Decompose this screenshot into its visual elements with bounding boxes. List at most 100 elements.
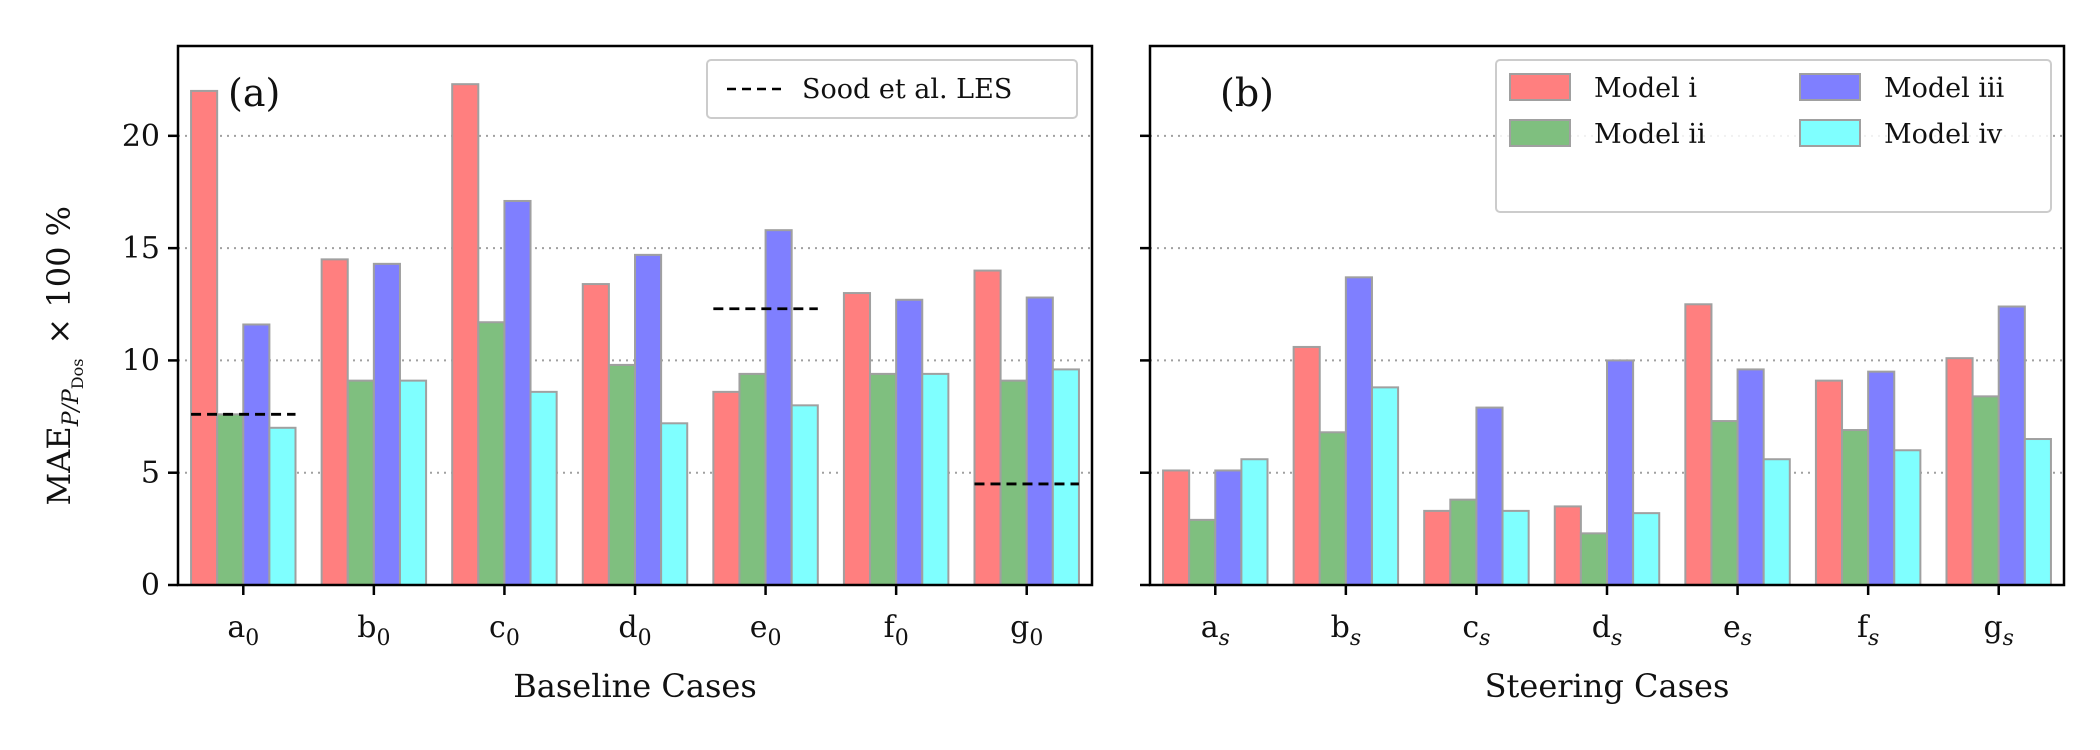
bar-model-iv-g0 bbox=[1051, 368, 1080, 586]
panel-a-ylabel: MAEP/PDos × 100 % bbox=[40, 206, 87, 506]
bar-model-i-as bbox=[1162, 469, 1191, 586]
panel-a-xticks: a0 b0 c0 d0 e0 f0 g0 bbox=[227, 585, 1043, 651]
panel-b-yticks bbox=[1140, 134, 1150, 587]
panel-a: 0 5 10 15 20 a0 b0 c0 d0 e0 f0 g0 (a) Baseline Cas… bbox=[40, 44, 1094, 705]
bar-model-iii-e0 bbox=[764, 229, 793, 587]
x-tick-label: bs bbox=[1331, 610, 1362, 651]
bar-model-i-a0 bbox=[190, 89, 219, 587]
bar-model-iv-e0 bbox=[790, 404, 819, 587]
bar-model-ii-a0 bbox=[216, 413, 245, 587]
y-tick-label: 0 bbox=[141, 568, 160, 603]
legend-swatch-model-i bbox=[1509, 73, 1571, 101]
bar-model-i-b0 bbox=[320, 258, 349, 586]
bar-model-iii-a0 bbox=[242, 323, 271, 586]
x-tick-label: g0 bbox=[1010, 610, 1043, 651]
bar-model-ii-b0 bbox=[346, 379, 375, 587]
legend-swatch-model-ii bbox=[1509, 119, 1571, 147]
bar-model-i-gs bbox=[1945, 357, 1974, 586]
bar-model-i-c0 bbox=[451, 83, 480, 586]
x-tick-label: ds bbox=[1592, 610, 1623, 651]
bar-model-i-f0 bbox=[842, 292, 872, 586]
svg-text:MAEP/PDos× 100 %: MAEP/PDos × 100 % bbox=[40, 206, 87, 506]
bar-model-iv-cs bbox=[1501, 509, 1530, 587]
bar-model-iii-c0 bbox=[503, 199, 532, 586]
legend-label-model-iii: Model iii bbox=[1884, 73, 2005, 104]
legend-swatch-model-iii bbox=[1799, 73, 1861, 101]
bar-model-iii-d0 bbox=[634, 253, 663, 587]
panel-b-legend: Model i Model ii Model iii Model iv bbox=[1495, 59, 2052, 213]
bar-model-i-fs bbox=[1814, 379, 1844, 587]
x-tick-label: f0 bbox=[884, 610, 909, 651]
bar-model-iii-as bbox=[1214, 469, 1243, 586]
y-tick-label: 15 bbox=[122, 231, 160, 266]
bar-model-ii-d0 bbox=[607, 363, 637, 586]
bar-model-iii-es bbox=[1736, 368, 1765, 586]
panel-a-label: (a) bbox=[228, 71, 280, 115]
x-tick-label: c0 bbox=[489, 610, 520, 651]
bar-model-iii-gs bbox=[1997, 305, 2026, 586]
panel-a-reference-lines bbox=[191, 307, 1079, 486]
panel-b-legend-items: Model i Model ii Model iii Model iv bbox=[1509, 73, 2005, 150]
x-tick-label: es bbox=[1723, 610, 1752, 651]
bar-model-iv-f0 bbox=[921, 372, 950, 586]
x-tick-label: b0 bbox=[357, 610, 390, 651]
panel-b: as bs cs ds es fs gs (b) Steering Cases Model … bbox=[1140, 44, 2066, 705]
x-tick-label: fs bbox=[1857, 610, 1879, 651]
bar-model-iii-g0 bbox=[1025, 296, 1054, 586]
panel-a-legend-box bbox=[706, 59, 1078, 119]
legend-swatch-model-iv bbox=[1799, 119, 1861, 147]
legend-label-model-i: Model i bbox=[1594, 73, 1697, 104]
bar-model-iv-d0 bbox=[660, 422, 689, 586]
x-tick-label: a0 bbox=[227, 610, 259, 651]
bar-model-ii-es bbox=[1710, 420, 1739, 586]
bar-model-iii-f0 bbox=[895, 298, 924, 586]
bar-model-iii-fs bbox=[1867, 370, 1896, 587]
bar-model-ii-e0 bbox=[738, 372, 767, 586]
legend-label-model-iv: Model iv bbox=[1884, 119, 2003, 150]
x-tick-label: e0 bbox=[750, 610, 782, 651]
panel-b-xticks: as bs cs ds es fs gs bbox=[1201, 585, 2014, 651]
bar-model-i-cs bbox=[1423, 509, 1452, 587]
bar-model-iii-bs bbox=[1344, 276, 1373, 586]
y-tick-label: 10 bbox=[122, 343, 160, 378]
bar-model-ii-bs bbox=[1318, 431, 1347, 586]
bar-model-i-d0 bbox=[581, 283, 610, 586]
bar-model-i-g0 bbox=[973, 269, 1002, 586]
panel-a-legend: Sood et al. LES bbox=[706, 59, 1078, 119]
x-tick-label: as bbox=[1201, 610, 1230, 651]
bar-model-ii-gs bbox=[1971, 395, 2000, 586]
panel-b-bars bbox=[1162, 276, 2052, 587]
bar-model-iv-ds bbox=[1632, 512, 1661, 587]
panel-a-bars bbox=[190, 83, 1080, 587]
panel-b-legend-box bbox=[1495, 59, 2052, 213]
ylabel-subsub: Dos bbox=[68, 359, 87, 390]
bar-model-ii-as bbox=[1188, 518, 1217, 587]
bar-model-ii-fs bbox=[1841, 429, 1870, 586]
bar-model-iv-as bbox=[1240, 458, 1269, 587]
bar-model-i-bs bbox=[1292, 345, 1321, 587]
panel-b-label: (b) bbox=[1220, 71, 1274, 115]
legend-reference-label: Sood et al. LES bbox=[802, 74, 1012, 105]
bar-model-iv-fs bbox=[1893, 449, 1922, 586]
bar-model-iv-c0 bbox=[529, 390, 558, 586]
bar-model-ii-cs bbox=[1449, 498, 1478, 586]
bar-model-i-es bbox=[1684, 303, 1713, 586]
panel-a-yticks: 0 5 10 15 20 bbox=[122, 119, 178, 603]
bar-model-iv-gs bbox=[2023, 438, 2052, 587]
panel-b-xlabel: Steering Cases bbox=[1485, 667, 1730, 705]
ylabel-main: MAE bbox=[40, 426, 78, 505]
panel-a-xlabel: Baseline Cases bbox=[513, 667, 756, 705]
bar-model-iv-es bbox=[1762, 458, 1791, 587]
ylabel-sub: P/P bbox=[59, 388, 84, 427]
bar-model-iii-ds bbox=[1606, 359, 1635, 586]
bar-model-ii-f0 bbox=[869, 372, 898, 586]
bar-model-iv-bs bbox=[1370, 386, 1400, 586]
bar-model-iv-a0 bbox=[268, 426, 297, 586]
x-tick-label: gs bbox=[1983, 610, 2014, 651]
bar-model-i-e0 bbox=[712, 390, 741, 586]
bar-model-iv-b0 bbox=[398, 379, 428, 587]
bar-model-iii-b0 bbox=[372, 262, 401, 586]
x-tick-label: d0 bbox=[618, 610, 651, 651]
y-tick-label: 20 bbox=[122, 119, 160, 154]
